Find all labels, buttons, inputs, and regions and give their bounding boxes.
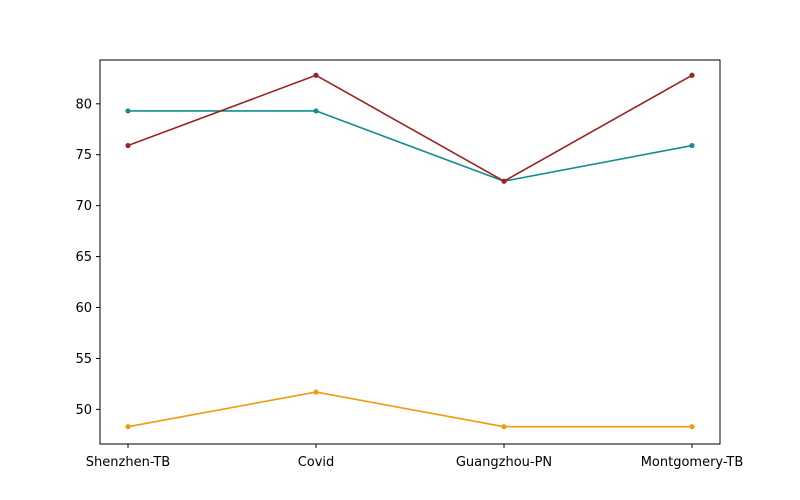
chart-axes: Shenzhen-TB Covid Guangzhou-PN Montgomery-T… [75, 97, 743, 470]
series-3-point [501, 424, 507, 430]
series-1-point [689, 142, 695, 149]
series-2-point [501, 178, 507, 184]
y-tick-label: 50 [75, 403, 92, 418]
plot-frame [99, 59, 721, 445]
series-1-point [125, 108, 131, 114]
series-3-line [127, 391, 692, 428]
series-2-line [127, 74, 693, 183]
y-tick-label: 55 [75, 352, 92, 367]
y-tick-label: 60 [75, 301, 92, 316]
y-tick-label: 70 [75, 199, 92, 214]
series-2-point [689, 72, 695, 78]
series-1-point [313, 108, 319, 114]
series-2-point [125, 142, 131, 149]
series-2-point [313, 72, 319, 78]
y-tick-label: 75 [75, 148, 92, 163]
series-3-point [689, 424, 695, 430]
series-3-point [313, 389, 319, 395]
x-tick-label: Shenzhen-TB [86, 455, 170, 470]
series-1-line [128, 110, 693, 183]
x-tick-label: Montgomery-TB [641, 455, 744, 470]
y-tick-label: 65 [75, 250, 92, 265]
chart-marks [125, 72, 695, 430]
x-tick-label: Guangzhou-PN [456, 455, 552, 470]
y-tick-label: 80 [75, 97, 92, 112]
series-3-point [125, 424, 131, 430]
x-tick-label: Covid [298, 455, 335, 470]
